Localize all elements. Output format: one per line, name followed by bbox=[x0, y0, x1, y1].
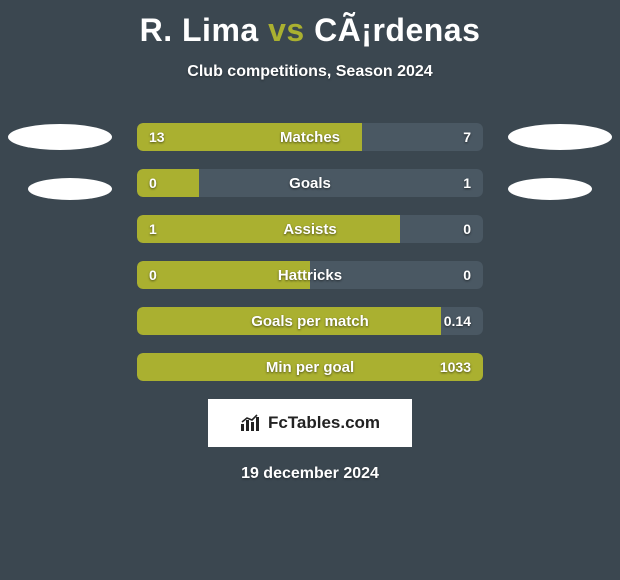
stat-row: 13 Matches 7 bbox=[137, 123, 483, 151]
player-right-name: CÃ¡rdenas bbox=[314, 12, 480, 48]
stat-row: 0 Hattricks 0 bbox=[137, 261, 483, 289]
side-ellipse bbox=[508, 124, 612, 150]
stat-metric: Goals per match bbox=[137, 307, 483, 335]
stat-value-right: 7 bbox=[463, 123, 471, 151]
stat-value-right: 0 bbox=[463, 261, 471, 289]
side-ellipse bbox=[8, 124, 112, 150]
stat-row: Min per goal 1033 bbox=[137, 353, 483, 381]
side-ellipse bbox=[508, 178, 592, 200]
vs-label: vs bbox=[268, 12, 305, 48]
subtitle: Club competitions, Season 2024 bbox=[0, 63, 620, 81]
date-label: 19 december 2024 bbox=[0, 465, 620, 483]
stats-container: 13 Matches 7 0 Goals 1 1 Assists 0 0 Hat… bbox=[137, 123, 483, 381]
stat-row: Goals per match 0.14 bbox=[137, 307, 483, 335]
stat-value-right: 0 bbox=[463, 215, 471, 243]
stat-metric: Hattricks bbox=[137, 261, 483, 289]
page-title: R. Lima vs CÃ¡rdenas bbox=[0, 0, 620, 49]
stat-metric: Min per goal bbox=[137, 353, 483, 381]
stat-value-right: 1 bbox=[463, 169, 471, 197]
stat-row: 0 Goals 1 bbox=[137, 169, 483, 197]
player-left-name: R. Lima bbox=[140, 12, 259, 48]
stat-value-right: 1033 bbox=[440, 353, 471, 381]
chart-icon bbox=[240, 414, 262, 432]
stat-metric: Matches bbox=[137, 123, 483, 151]
stat-metric: Assists bbox=[137, 215, 483, 243]
stat-metric: Goals bbox=[137, 169, 483, 197]
brand-badge: FcTables.com bbox=[208, 399, 412, 447]
brand-text: FcTables.com bbox=[268, 413, 380, 433]
stat-value-right: 0.14 bbox=[444, 307, 471, 335]
side-ellipse bbox=[28, 178, 112, 200]
stat-row: 1 Assists 0 bbox=[137, 215, 483, 243]
